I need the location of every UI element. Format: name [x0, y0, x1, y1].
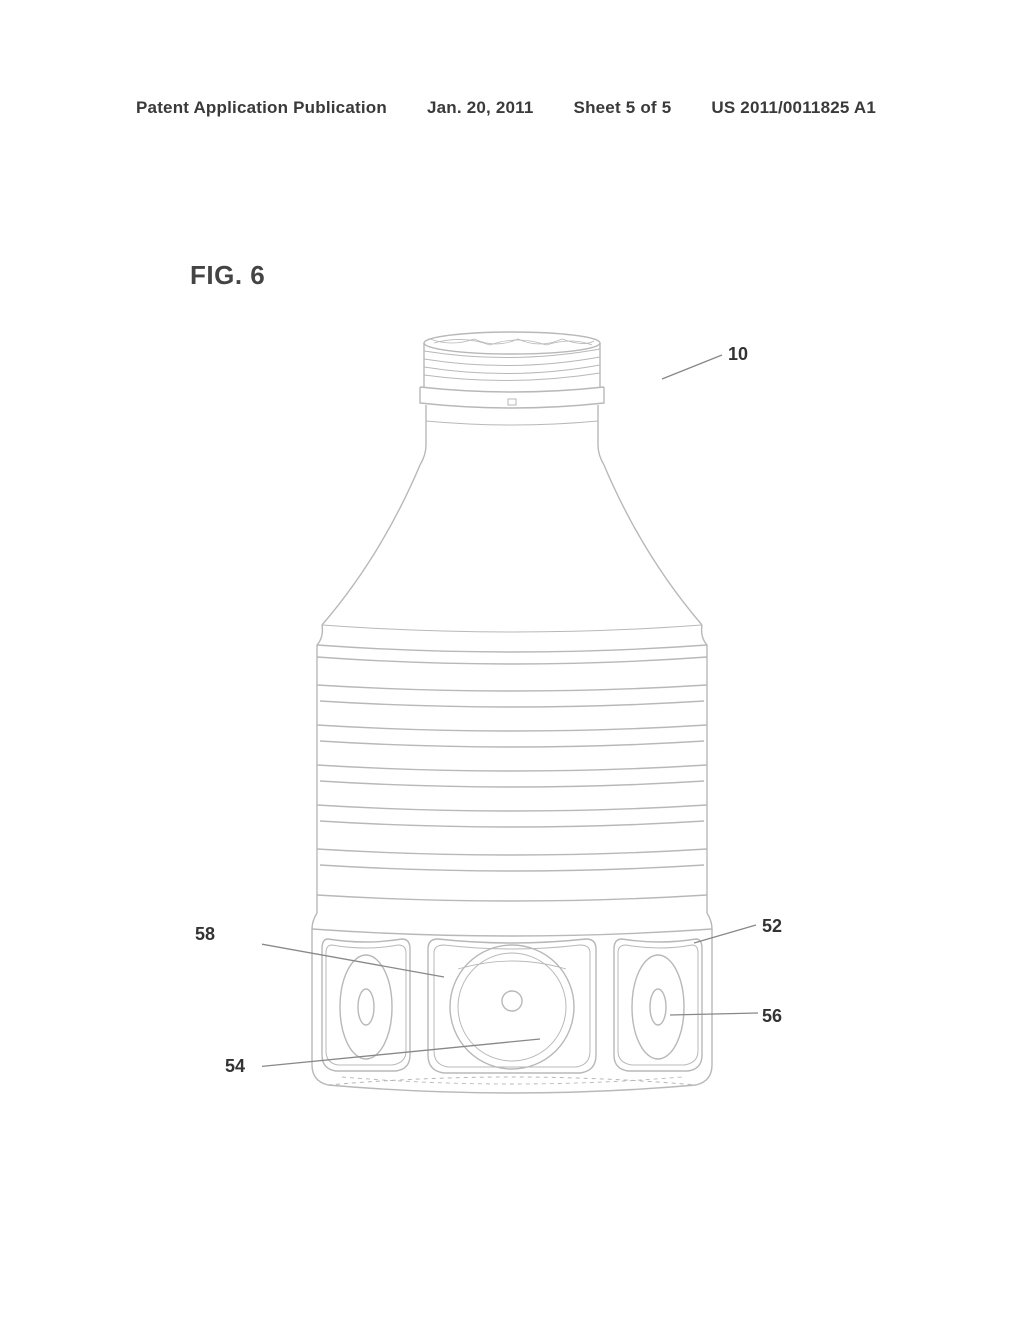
- header-docnum: US 2011/0011825 A1: [711, 98, 876, 118]
- bottle-drawing: [262, 325, 762, 1105]
- header-sheet: Sheet 5 of 5: [574, 98, 672, 118]
- header-date: Jan. 20, 2011: [427, 98, 534, 118]
- page: Patent Application Publication Jan. 20, …: [0, 0, 1024, 1320]
- ref-58: 58: [195, 924, 215, 945]
- header-publication: Patent Application Publication: [136, 98, 387, 118]
- ref-56: 56: [762, 1006, 782, 1027]
- bottle-svg: [262, 325, 762, 1105]
- ref-52: 52: [762, 916, 782, 937]
- ref-54: 54: [225, 1056, 245, 1077]
- page-header: Patent Application Publication Jan. 20, …: [0, 98, 1024, 118]
- figure-label: FIG. 6: [190, 260, 265, 291]
